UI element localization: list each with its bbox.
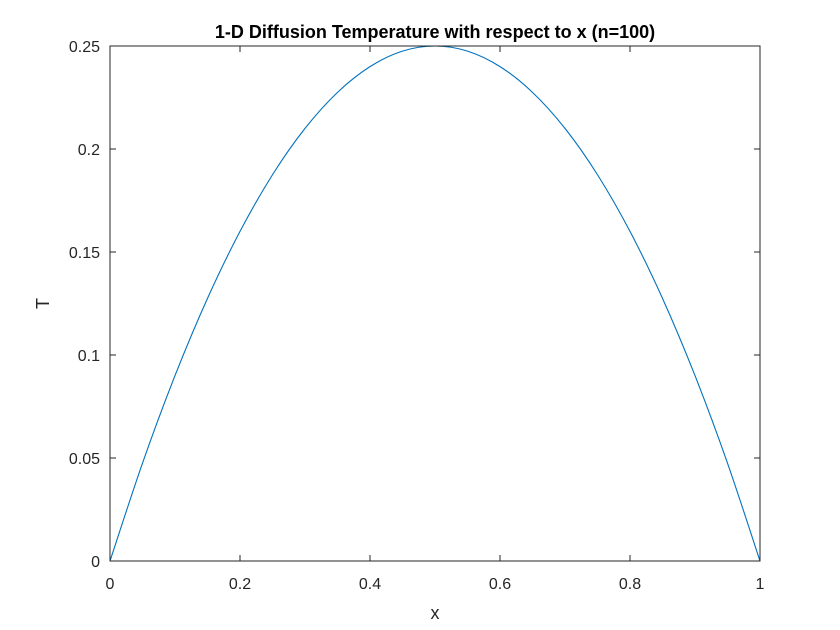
x-tick-label: 1 [756, 576, 765, 593]
x-tick-label: 0.6 [489, 576, 511, 593]
plot-area [109, 45, 761, 562]
y-tick-label: 0.05 [69, 451, 100, 468]
series-line [109, 45, 761, 562]
y-tick-label: 0 [91, 554, 100, 571]
tick-marks [109, 45, 761, 562]
y-tick-label: 0.1 [78, 348, 100, 365]
x-axis-label: x [431, 603, 440, 623]
y-axis-label: T [33, 298, 53, 309]
x-tick-label: 0 [106, 576, 115, 593]
y-tick-label: 0.15 [69, 245, 100, 262]
x-tick-label: 0.4 [359, 576, 381, 593]
tick-labels: 0 0.2 0.4 0.6 0.8 1 0 0.05 0.1 0.15 0.2 0.25 [69, 39, 765, 593]
y-tick-label: 0.25 [69, 39, 100, 56]
axes-box [109, 45, 761, 562]
x-tick-label: 0.8 [619, 576, 641, 593]
x-tick-label: 0.2 [229, 576, 251, 593]
y-tick-label: 0.2 [78, 142, 100, 159]
chart-title: 1-D Diffusion Temperature with respect t… [215, 22, 655, 42]
